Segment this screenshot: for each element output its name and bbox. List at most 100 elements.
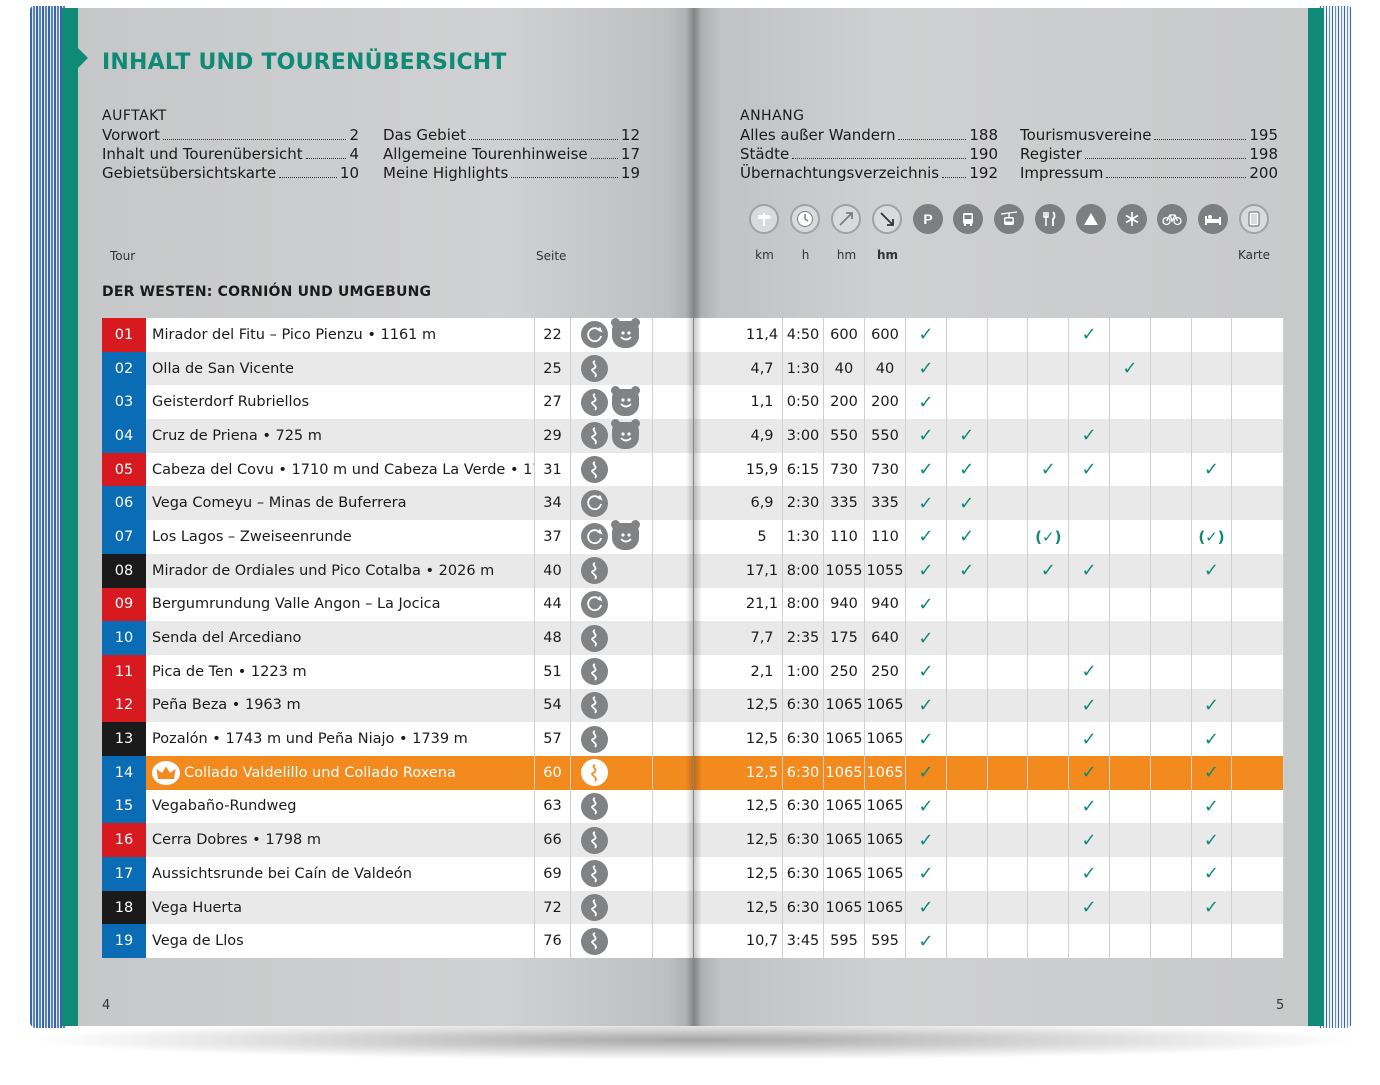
feature-cell	[987, 553, 1029, 588]
tour-row-stats[interactable]: 17,1 8:00 1055 1055 ✓ ✓ ✓ ✓ ✓	[694, 553, 1285, 588]
map-cell	[1232, 688, 1285, 723]
tour-name[interactable]: Vega Comeyu – Minas de Buferrera	[152, 495, 407, 512]
tour-name[interactable]: Los Lagos – Zweiseenrunde	[152, 528, 352, 545]
tour-row[interactable]: 17 Aussichtsrunde bei Caín de Valdeón 69	[102, 857, 693, 891]
tour-hm-down: 1065	[865, 722, 906, 756]
feature-cell: ✓	[1028, 452, 1070, 487]
symbol-header-row: P	[744, 204, 1274, 234]
tour-name[interactable]: Cerra Dobres • 1798 m	[152, 832, 321, 849]
tour-row[interactable]: 02 Olla de San Vicente 25	[102, 351, 693, 386]
tour-km: 6,9	[742, 486, 783, 521]
feature-cell: ✓	[906, 553, 947, 588]
tour-row-stats[interactable]: 4,9 3:00 550 550 ✓ ✓ ✓	[694, 419, 1285, 453]
tour-number-badge: 12	[102, 688, 146, 723]
tour-page: 40	[535, 553, 571, 588]
tour-row-stats[interactable]: 2,1 1:00 250 250 ✓ ✓	[694, 654, 1285, 689]
tour-row[interactable]: 16 Cerra Dobres • 1798 m 66	[102, 823, 693, 857]
tour-row[interactable]: 15 Vegabaño-Rundweg 63	[102, 789, 693, 824]
tour-name[interactable]: Pica de Ten • 1223 m	[152, 663, 307, 680]
tour-name[interactable]: Cruz de Priena • 725 m	[152, 427, 322, 444]
tour-row-stats[interactable]: 12,5 6:30 1065 1065 ✓ ✓ ✓	[694, 789, 1285, 824]
tour-row-stats[interactable]: 12,5 6:30 1065 1065 ✓ ✓ ✓	[694, 755, 1285, 790]
feature-cell: ✓	[1191, 755, 1233, 790]
tour-name[interactable]: Peña Beza • 1963 m	[152, 697, 301, 714]
tour-name[interactable]: Mirador del Fitu – Pico Pienzu • 1161 m	[152, 326, 437, 343]
feature-cell	[1191, 924, 1233, 959]
tour-row-stats[interactable]: 11,4 4:50 600 600 ✓ ✓	[694, 318, 1285, 352]
feature-cell: ✓	[906, 924, 947, 959]
toc-anhang-col2: Tourismusvereine 195 Register 198 Impressu…	[1020, 126, 1278, 183]
tour-name[interactable]: Vega de Llos	[152, 933, 244, 950]
toc-entry[interactable]: Impressum 200	[1020, 164, 1278, 182]
tour-row[interactable]: 03 Geisterdorf Rubriellos 27	[102, 385, 693, 420]
tour-name[interactable]: Cabeza del Covu • 1710 m und Cabeza La V…	[152, 461, 534, 478]
toc-entry[interactable]: Alles außer Wandern 188	[740, 126, 998, 144]
tour-hm-up: 595	[824, 924, 865, 959]
toc-entry[interactable]: Gebietsübersichtskarte 10	[102, 164, 359, 182]
tour-row-stats[interactable]: 12,5 6:30 1065 1065 ✓ ✓ ✓	[694, 688, 1285, 723]
tour-name-cell: Mirador del Fitu – Pico Pienzu • 1161 m	[146, 318, 535, 352]
check-icon: ✓	[918, 930, 934, 952]
right-page: ANHANG Alles außer Wandern 188 Städte 190 …	[694, 8, 1324, 1026]
tour-row-stats[interactable]: 4,7 1:30 40 40 ✓ ✓	[694, 351, 1285, 386]
feature-cell: ✓	[906, 857, 947, 891]
tour-row[interactable]: 01 Mirador del Fitu – Pico Pienzu • 1161 …	[102, 318, 693, 352]
tour-name[interactable]: Vegabaño-Rundweg	[152, 798, 297, 815]
feature-cell: (✓)	[1191, 520, 1233, 554]
feature-cell	[987, 587, 1029, 622]
path-icon	[581, 456, 608, 484]
tour-row[interactable]: 12 Peña Beza • 1963 m 54	[102, 688, 693, 723]
tour-row[interactable]: 19 Vega de Llos 76	[102, 924, 693, 959]
tour-name[interactable]: Vega Huerta	[152, 899, 242, 916]
tour-row[interactable]: 14 Collado Valdelillo und Collado Roxena 6…	[102, 755, 693, 790]
row-lead	[694, 553, 742, 588]
toc-entry[interactable]: Meine Highlights 19	[383, 164, 640, 182]
feature-cell: ✓	[946, 486, 988, 521]
row-fade	[653, 890, 693, 925]
tour-row[interactable]: 11 Pica de Ten • 1223 m 51	[102, 654, 693, 689]
tour-number-badge: 04	[102, 419, 146, 453]
tour-name[interactable]: Senda del Arcediano	[152, 630, 302, 647]
check-icon: ✓	[918, 728, 934, 750]
toc-entry[interactable]: Städte 190	[740, 145, 998, 163]
tour-row[interactable]: 07 Los Lagos – Zweiseenrunde 37	[102, 520, 693, 554]
toc-entry[interactable]: Vorwort 2	[102, 126, 359, 144]
tour-row-stats[interactable]: 1,1 0:50 200 200 ✓	[694, 385, 1285, 420]
tour-row[interactable]: 13 Pozalón • 1743 m und Peña Niajo • 1739…	[102, 722, 693, 756]
tour-name[interactable]: Mirador de Ordiales und Pico Cotalba • 2…	[152, 562, 495, 579]
tour-km: 12,5	[742, 789, 783, 824]
tour-name[interactable]: Aussichtsrunde bei Caín de Valdeón	[152, 865, 412, 882]
toc-entry[interactable]: Allgemeine Tourenhinweise 17	[383, 145, 640, 163]
tour-name[interactable]: Collado Valdelillo und Collado Roxena	[184, 764, 456, 781]
tour-row-stats[interactable]: 12,5 6:30 1065 1065 ✓ ✓ ✓	[694, 722, 1285, 756]
tour-row[interactable]: 09 Bergumrundung Valle Angon – La Jocica 4…	[102, 587, 693, 622]
toc-entry[interactable]: Inhalt und Tourenübersicht 4	[102, 145, 359, 163]
tour-row[interactable]: 18 Vega Huerta 72	[102, 890, 693, 925]
tour-row[interactable]: 06 Vega Comeyu – Minas de Buferrera 34	[102, 486, 693, 521]
tour-row-stats[interactable]: 10,7 3:45 595 595 ✓	[694, 924, 1285, 959]
tour-name[interactable]: Olla de San Vicente	[152, 360, 294, 377]
tour-row[interactable]: 05 Cabeza del Covu • 1710 m und Cabeza La…	[102, 452, 693, 487]
tour-row[interactable]: 10 Senda del Arcediano 48	[102, 621, 693, 655]
tour-row-stats[interactable]: 15,9 6:15 730 730 ✓ ✓ ✓ ✓ ✓	[694, 452, 1285, 487]
tour-row-stats[interactable]: 12,5 6:30 1065 1065 ✓ ✓ ✓	[694, 857, 1285, 891]
toc-entry[interactable]: Das Gebiet 12	[383, 126, 640, 144]
tour-name[interactable]: Bergumrundung Valle Angon – La Jocica	[152, 596, 441, 613]
tour-row-stats[interactable]: 21,1 8:00 940 940 ✓	[694, 587, 1285, 622]
tour-hm-up: 200	[824, 385, 865, 420]
toc-anhang-col1: Alles außer Wandern 188 Städte 190 Übernac…	[740, 126, 998, 183]
feature-cell: ✓	[1191, 789, 1233, 824]
toc-entry[interactable]: Übernachtungsverzeichnis 192	[740, 164, 998, 182]
tour-row[interactable]: 08 Mirador de Ordiales und Pico Cotalba •…	[102, 553, 693, 588]
tour-name[interactable]: Geisterdorf Rubriellos	[152, 394, 310, 411]
tour-name[interactable]: Pozalón • 1743 m und Peña Niajo • 1739 m	[152, 731, 468, 748]
toc-entry[interactable]: Register 198	[1020, 145, 1278, 163]
tour-row-stats[interactable]: 5 1:30 110 110 ✓ ✓ (✓) (✓)	[694, 520, 1285, 554]
tour-row-stats[interactable]: 12,5 6:30 1065 1065 ✓ ✓ ✓	[694, 823, 1285, 857]
tour-row[interactable]: 04 Cruz de Priena • 725 m 29	[102, 419, 693, 453]
toc-entry[interactable]: Tourismusvereine 195	[1020, 126, 1278, 144]
tour-row-stats[interactable]: 6,9 2:30 335 335 ✓ ✓	[694, 486, 1285, 521]
tour-row-stats[interactable]: 12,5 6:30 1065 1065 ✓ ✓ ✓	[694, 890, 1285, 925]
tour-row-stats[interactable]: 7,7 2:35 175 640 ✓	[694, 621, 1285, 655]
feature-cell	[987, 722, 1029, 756]
